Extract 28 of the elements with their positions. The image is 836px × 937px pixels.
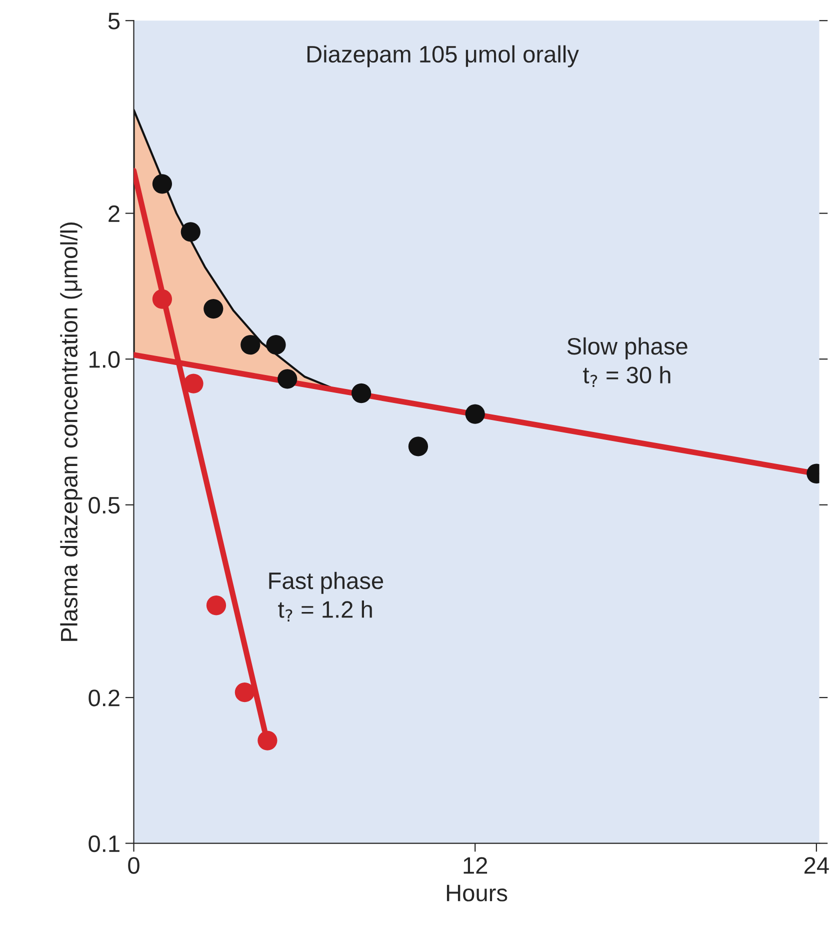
annotation: Fast phase t$_{?}$ = 1.2 h	[269, 572, 384, 622]
y-tick-label: 0.2	[88, 690, 120, 706]
point	[240, 335, 260, 355]
point	[278, 369, 298, 389]
annotation: Diazepam 105 μmol orally	[307, 45, 579, 68]
x-tick-label: 24	[804, 857, 829, 874]
point	[204, 298, 224, 319]
y-tick-label: 0.1	[88, 835, 120, 852]
point	[408, 436, 428, 456]
point	[152, 289, 172, 309]
point	[234, 682, 255, 702]
annotation: Slow phase t$_{?}$ = 30 h	[567, 337, 688, 388]
y-tick-label: 2	[108, 205, 120, 222]
point	[152, 174, 172, 194]
point	[180, 222, 200, 242]
y-tick-label: 1.0	[90, 351, 120, 368]
x-tick-label: 0	[128, 857, 140, 874]
point	[258, 730, 278, 750]
x-tick-label: 12	[464, 857, 488, 874]
y-axis-title: Plasma diazepam concentration (μmol/l)	[60, 222, 82, 641]
point	[266, 335, 286, 355]
point	[184, 374, 204, 394]
point	[465, 404, 485, 424]
point	[351, 383, 372, 404]
x-axis-title: Hours	[446, 884, 508, 902]
point	[206, 596, 226, 616]
y-tick-label: 5	[108, 12, 120, 30]
y-tick-label: 0.5	[88, 496, 120, 514]
